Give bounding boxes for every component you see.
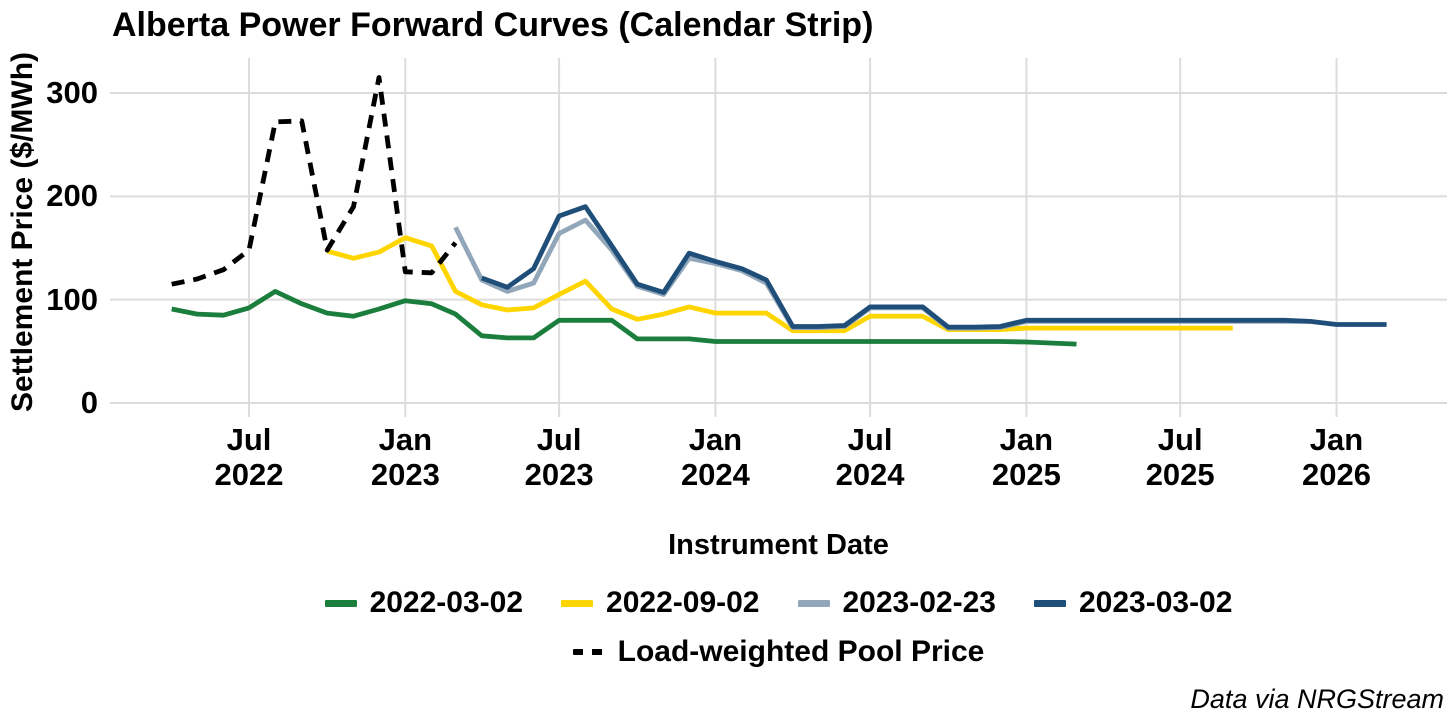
legend: 2022-03-02 2022-09-02 2023-02-23 2023-03-02… [110,586,1447,669]
legend-label: 2023-03-02 [1078,586,1233,619]
x-tick-label: Jul 2023 [524,422,594,492]
y-tick-label: 100 [46,281,98,317]
x-axis-title: Instrument Date [668,529,889,561]
legend-key-icon [1033,599,1066,607]
y-tick-label: 300 [46,75,98,110]
legend-item-2022-03-02: 2022-03-02 [324,586,524,620]
series-line-2022-03-02 [171,288,1077,347]
x-tick-label: Jan 2023 [370,422,440,492]
series-line-2022-09-02 [326,235,1233,334]
x-tick-label: Jul 2024 [835,422,905,492]
legend-key-icon [324,599,357,607]
legend-label: Load-weighted Pool Price [617,635,985,668]
legend-key-icon [561,599,594,607]
legend-label: 2022-09-02 [606,586,760,619]
legend-key-icon [797,599,830,607]
legend-label: 2022-03-02 [369,586,524,619]
y-tick-label: 0 [80,385,98,420]
series-line-load-weighted-pool-price [171,75,458,287]
x-tick-label: Jan 2026 [1302,422,1371,492]
x-tick-label: Jan 2024 [680,422,750,492]
series-line-2023-02-23 [453,217,1311,331]
legend-item-load-weighted-pool-price: Load-weighted Pool Price [572,635,985,669]
legend-row: Load-weighted Pool Price [572,635,985,669]
legend-item-2022-09-02: 2022-09-02 [561,586,760,620]
chart-title: Alberta Power Forward Curves (Calendar S… [112,6,874,44]
legend-label: 2023-02-23 [842,586,996,619]
legend-item-2023-03-02: 2023-03-02 [1033,586,1233,620]
caption: Data via NRGStream [1190,684,1444,714]
x-tick-label: Jan 2025 [991,422,1061,492]
series-line-2023-03-02 [480,204,1387,330]
x-tick-label: Jul 2025 [1145,422,1215,492]
y-tick-label: 200 [46,178,98,214]
x-tick-label: Jul 2022 [214,422,284,492]
legend-key-icon [572,649,605,655]
legend-item-2023-02-23: 2023-02-23 [797,586,996,620]
legend-row: 2022-03-02 2022-09-02 2023-02-23 2023-03-02 [324,586,1233,620]
